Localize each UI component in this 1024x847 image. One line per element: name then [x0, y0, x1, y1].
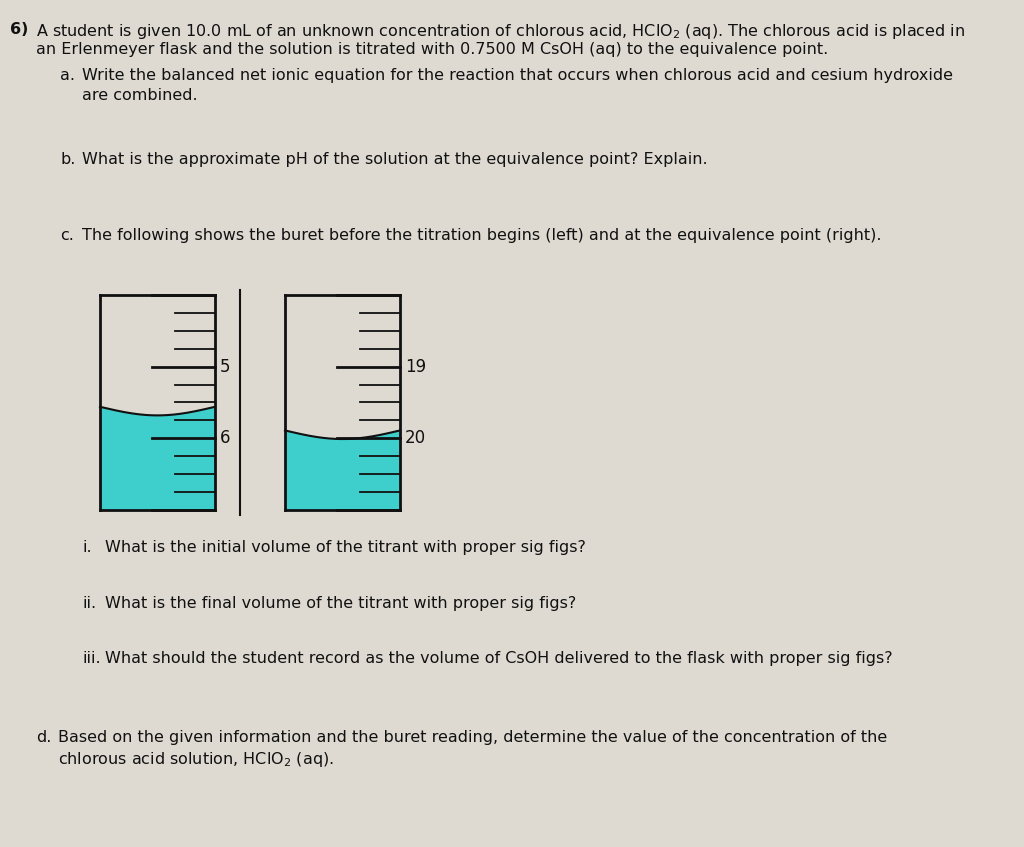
Text: 5: 5 [220, 357, 230, 376]
Text: ii.: ii. [82, 596, 96, 611]
Text: What is the approximate pH of the solution at the equivalence point? Explain.: What is the approximate pH of the soluti… [82, 152, 708, 167]
Text: What is the initial volume of the titrant with proper sig figs?: What is the initial volume of the titran… [105, 540, 586, 555]
Text: What should the student record as the volume of CsOH delivered to the flask with: What should the student record as the vo… [105, 651, 893, 666]
Text: 6: 6 [220, 429, 230, 447]
Text: are combined.: are combined. [82, 88, 198, 103]
Text: 20: 20 [406, 429, 426, 447]
Text: Write the balanced net ionic equation for the reaction that occurs when chlorous: Write the balanced net ionic equation fo… [82, 68, 953, 83]
Text: d.: d. [36, 730, 51, 745]
Text: b.: b. [60, 152, 76, 167]
Text: What is the final volume of the titrant with proper sig figs?: What is the final volume of the titrant … [105, 596, 577, 611]
Text: Based on the given information and the buret reading, determine the value of the: Based on the given information and the b… [58, 730, 887, 745]
Text: 6): 6) [10, 22, 29, 37]
Text: iii.: iii. [82, 651, 100, 666]
Text: 19: 19 [406, 357, 426, 376]
Text: c.: c. [60, 228, 74, 243]
Text: an Erlenmeyer flask and the solution is titrated with 0.7500 M CsOH (aq) to the : an Erlenmeyer flask and the solution is … [36, 42, 828, 57]
Text: chlorous acid solution, HClO$_2$ (aq).: chlorous acid solution, HClO$_2$ (aq). [58, 750, 334, 769]
Text: i.: i. [82, 540, 91, 555]
Text: The following shows the buret before the titration begins (left) and at the equi: The following shows the buret before the… [82, 228, 882, 243]
Text: a.: a. [60, 68, 75, 83]
Text: A student is given 10.0 mL of an unknown concentration of chlorous acid, HClO$_2: A student is given 10.0 mL of an unknown… [36, 22, 966, 41]
